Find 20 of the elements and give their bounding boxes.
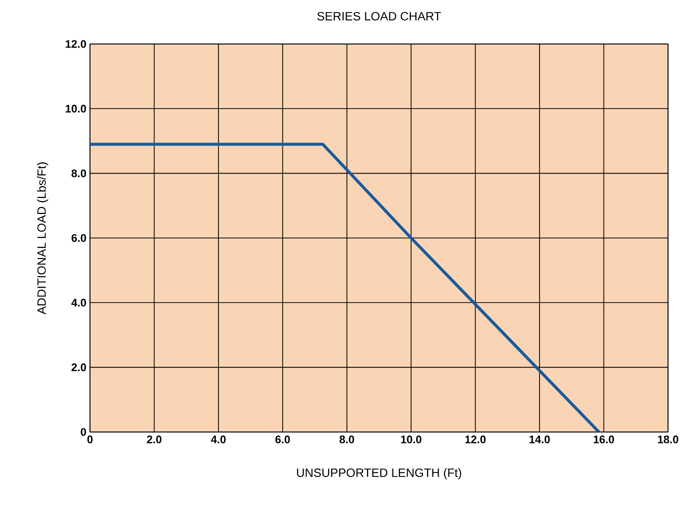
y-tick-label: 6.0	[72, 234, 86, 242]
y-tick-label: 8.0	[72, 169, 86, 178]
y-tick-label: 4.0	[71, 298, 86, 307]
y-tick-label: 2.0	[72, 363, 86, 372]
x-tick-label: 18.0	[658, 436, 678, 444]
x-tick-label: 16.0	[594, 436, 614, 444]
x-tick-label: 2.0	[146, 436, 162, 444]
chart-title: SERIES LOAD CHART	[317, 12, 441, 20]
y-tick-label: 10.0	[66, 104, 86, 113]
x-tick-label: 14.0	[530, 436, 550, 444]
x-axis-title: UNSUPPORTED LENGTH (Ft)	[297, 468, 462, 480]
x-tick-label: 12.0	[465, 436, 486, 444]
x-tick-label: 4.0	[210, 436, 226, 444]
x-tick-label: 0	[87, 436, 93, 444]
y-tick-label: 12.0	[66, 40, 86, 48]
x-tick-label: 10.0	[401, 436, 422, 444]
x-tick-label: 6.0	[275, 436, 290, 444]
y-axis-title: ADDITIONAL LOAD (Lbs/Ft)	[37, 162, 48, 314]
y-tick-label: 0	[80, 428, 86, 436]
x-tick-label: 8.0	[340, 436, 354, 444]
